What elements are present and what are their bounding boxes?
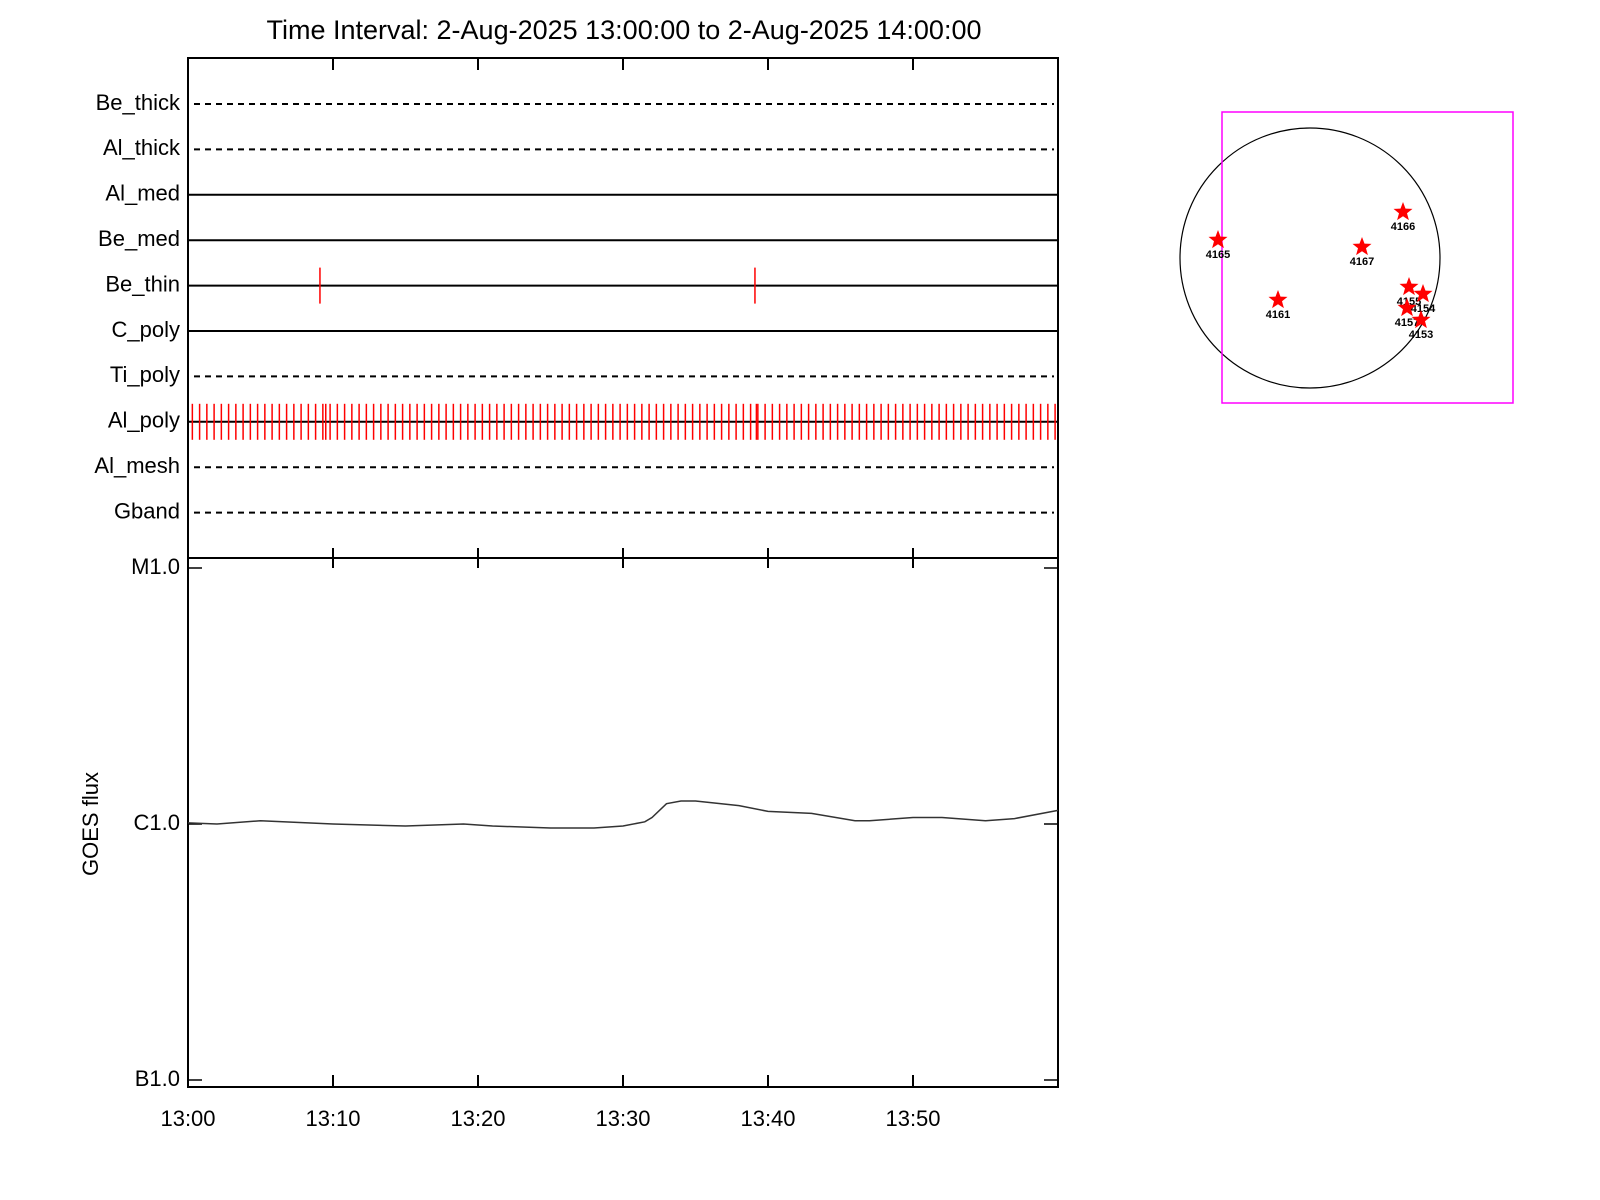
- y-tick-label: B1.0: [135, 1066, 180, 1091]
- region-label: 4157: [1395, 317, 1419, 329]
- region-marker: [1397, 298, 1417, 317]
- row-label: Be_med: [98, 226, 180, 251]
- row-label: Al_thick: [103, 135, 181, 160]
- region-label: 4165: [1206, 249, 1230, 261]
- solar-disk: [1179, 127, 1441, 389]
- row-label: C_poly: [112, 317, 180, 342]
- events-frame: [187, 57, 1059, 559]
- region-label: 4154: [1411, 303, 1436, 315]
- x-tick-label: 13:00: [160, 1106, 215, 1131]
- row-label: Al_poly: [108, 408, 180, 433]
- region-marker: [1411, 310, 1431, 329]
- region-marker: [1399, 277, 1419, 296]
- row-label: Al_mesh: [94, 453, 180, 478]
- row-label: Be_thick: [96, 90, 181, 115]
- x-tick-label: 13:10: [305, 1106, 360, 1131]
- region-marker: [1208, 230, 1228, 249]
- region-label: 4167: [1350, 256, 1374, 268]
- goes-frame: [187, 557, 1059, 1088]
- row-label: Be_thin: [105, 271, 180, 296]
- title: Time Interval: 2-Aug-2025 13:00:00 to 2-…: [267, 15, 982, 45]
- region-marker: [1413, 284, 1433, 303]
- y-axis-label: GOES flux: [78, 772, 103, 876]
- row-label: Gband: [114, 498, 180, 523]
- goes-curve: [187, 800, 1059, 829]
- y-tick-label: M1.0: [131, 554, 180, 579]
- x-tick-label: 13:40: [740, 1106, 795, 1131]
- y-tick-label: C1.0: [134, 810, 180, 835]
- region-marker: [1393, 202, 1413, 221]
- field-of-view: [1221, 111, 1514, 404]
- x-tick-label: 13:20: [450, 1106, 505, 1131]
- region-marker: [1352, 237, 1372, 256]
- region-label: 4153: [1409, 329, 1433, 341]
- region-marker: [1268, 290, 1288, 309]
- region-label: 4166: [1391, 221, 1415, 233]
- row-label: Ti_poly: [110, 362, 180, 387]
- x-tick-label: 13:50: [885, 1106, 940, 1131]
- x-tick-label: 13:30: [595, 1106, 650, 1131]
- row-label: Al_med: [105, 181, 180, 206]
- region-label: 4161: [1266, 309, 1290, 321]
